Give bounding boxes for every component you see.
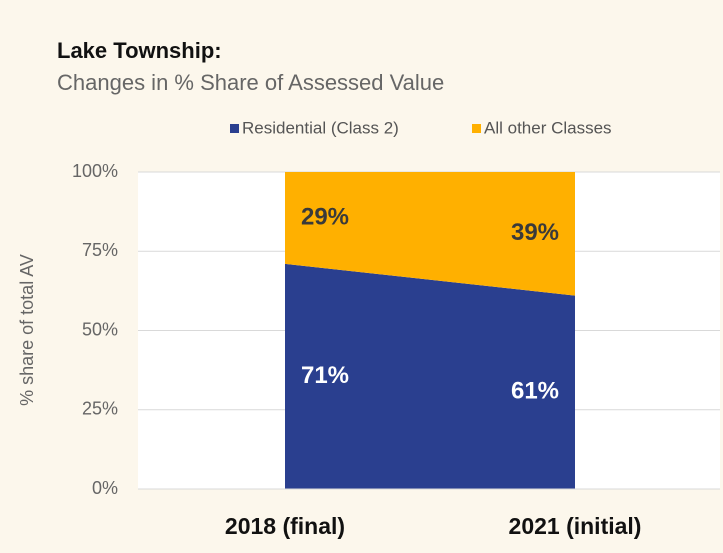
chart-title: Lake Township:	[57, 38, 222, 63]
y-tick-label: 25%	[82, 399, 118, 419]
y-tick-label: 0%	[92, 478, 118, 498]
chart-subtitle: Changes in % Share of Assessed Value	[57, 70, 444, 95]
legend-label: Residential (Class 2)	[242, 118, 399, 137]
data-label: 71%	[301, 362, 349, 389]
data-label: 39%	[511, 219, 559, 246]
legend-label: All other Classes	[484, 118, 612, 137]
legend-swatch	[230, 124, 239, 133]
area	[285, 172, 575, 296]
x-tick-label: 2021 (initial)	[509, 513, 642, 539]
x-tick-label: 2018 (final)	[225, 513, 345, 539]
legend-swatch	[472, 124, 481, 133]
y-tick-label: 50%	[82, 319, 118, 339]
y-tick-label: 75%	[82, 240, 118, 260]
y-axis-label: % share of total AV	[17, 254, 37, 406]
data-label: 61%	[511, 378, 559, 405]
data-label: 29%	[301, 203, 349, 230]
y-tick-label: 100%	[72, 161, 118, 181]
area	[285, 263, 575, 489]
